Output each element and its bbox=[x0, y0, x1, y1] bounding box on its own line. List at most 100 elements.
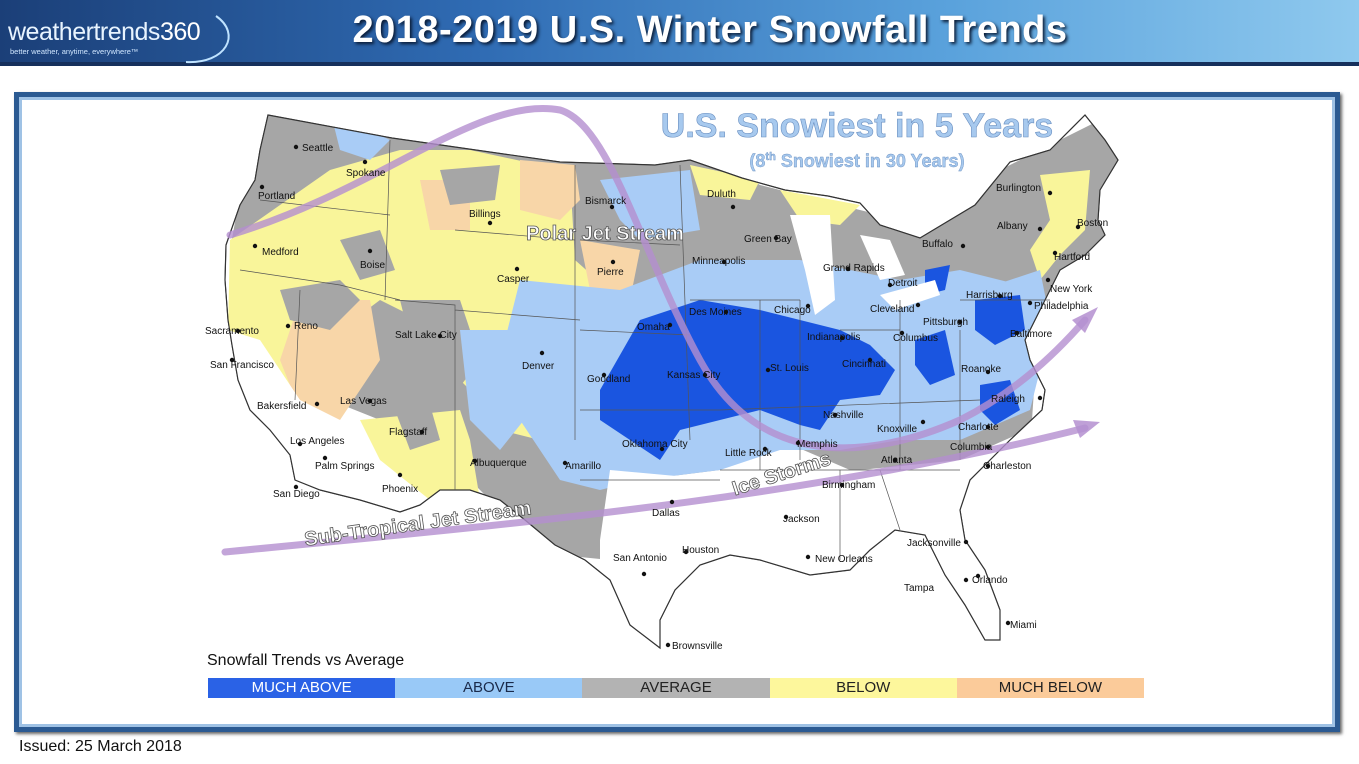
city-label: Detroit bbox=[888, 278, 918, 289]
city-label: San Francisco bbox=[210, 360, 274, 371]
city-label: Seattle bbox=[302, 143, 334, 154]
lake-michigan bbox=[790, 215, 835, 315]
legend-much-above: MUCH ABOVE bbox=[208, 678, 396, 698]
city-label: Columbia bbox=[950, 442, 993, 453]
city-dot bbox=[293, 144, 299, 150]
zone-much-below-dakotas bbox=[580, 240, 640, 300]
city-label: Roanoke bbox=[961, 364, 1001, 375]
city-dot bbox=[985, 444, 991, 450]
zone-above-colorado bbox=[460, 330, 540, 450]
city-label: Charleston bbox=[983, 461, 1031, 472]
city-label: Reno bbox=[294, 321, 318, 332]
city-dot bbox=[730, 204, 736, 210]
zone-much-below-montana bbox=[520, 160, 580, 220]
city-label: Jackson bbox=[783, 514, 820, 525]
legend-bar: MUCH ABOVE ABOVE AVERAGE BELOW MUCH BELO… bbox=[208, 678, 1145, 698]
city-label: Memphis bbox=[797, 439, 838, 450]
city-dot bbox=[721, 259, 727, 265]
city-label: Harrisburg bbox=[966, 290, 1013, 301]
zone-average-montana bbox=[440, 165, 500, 205]
city-dot bbox=[920, 419, 926, 425]
city-dot bbox=[659, 446, 665, 452]
city-label: Los Angeles bbox=[290, 436, 345, 447]
city-dot bbox=[762, 446, 768, 452]
city-label: St. Louis bbox=[770, 363, 809, 374]
zone-average-utah bbox=[400, 300, 480, 400]
city-label: Dallas bbox=[652, 508, 680, 519]
city-dot bbox=[867, 357, 873, 363]
logo-swoosh-icon bbox=[185, 15, 230, 64]
city-dot bbox=[892, 457, 898, 463]
city-dot bbox=[665, 642, 671, 648]
city-label: Albany bbox=[997, 221, 1028, 232]
page-title: 2018-2019 U.S. Winter Snowfall Trends bbox=[352, 9, 1068, 51]
city-dot bbox=[367, 398, 373, 404]
city-dot bbox=[1037, 226, 1043, 232]
city-label: Nashville bbox=[823, 410, 864, 421]
us-border-outline bbox=[224, 114, 1119, 650]
city-label: Spokane bbox=[346, 168, 386, 179]
zone-much-above-ohio bbox=[915, 330, 955, 385]
map-subheadline: (8th Snowiest in 30 Years) bbox=[749, 151, 964, 171]
city-dot bbox=[845, 266, 851, 272]
city-label: Baltimore bbox=[1010, 329, 1053, 340]
city-label: Chicago bbox=[774, 305, 811, 316]
city-dot bbox=[419, 429, 425, 435]
city-dot bbox=[437, 333, 443, 339]
city-dot bbox=[963, 577, 969, 583]
subheadline-sup: th bbox=[765, 151, 776, 163]
city-dot bbox=[609, 204, 615, 210]
city-dot bbox=[601, 372, 607, 378]
city-label: Jacksonville bbox=[907, 538, 961, 549]
city-label: Indianapolis bbox=[807, 332, 860, 343]
city-dot bbox=[839, 482, 845, 488]
city-label: New York bbox=[1050, 284, 1093, 295]
lake-erie bbox=[880, 280, 940, 310]
legend-above: ABOVE bbox=[395, 678, 583, 698]
city-dot bbox=[285, 323, 291, 329]
polar-jet-arrowhead-icon bbox=[1072, 307, 1098, 333]
zone-average-idaho bbox=[340, 230, 395, 280]
city-dot bbox=[397, 472, 403, 478]
logo-text: weathertrends bbox=[8, 18, 160, 46]
city-dot bbox=[887, 282, 893, 288]
city-label: Grand Rapids bbox=[823, 263, 885, 274]
city-label: Charlotte bbox=[958, 422, 999, 433]
city-label: Casper bbox=[497, 274, 530, 285]
legend-below: BELOW bbox=[769, 678, 957, 698]
zone-average-flagstaff bbox=[395, 405, 440, 450]
city-label: Bakersfield bbox=[257, 401, 306, 412]
zone-above-north-dakota bbox=[600, 170, 700, 240]
city-label: Birmingham bbox=[822, 480, 875, 491]
city-dot bbox=[252, 243, 258, 249]
city-dot bbox=[805, 554, 811, 560]
city-label: Hartford bbox=[1054, 252, 1090, 263]
zone-much-above-midwest bbox=[600, 300, 895, 460]
city-label: Burlington bbox=[996, 183, 1041, 194]
city-label: Des Moines bbox=[689, 307, 742, 318]
city-dot bbox=[839, 335, 845, 341]
city-dot bbox=[1045, 277, 1051, 283]
issued-date: Issued: 25 March 2018 bbox=[19, 738, 182, 755]
city-dot bbox=[669, 499, 675, 505]
city-label: Raleigh bbox=[991, 394, 1025, 405]
city-dot bbox=[985, 463, 991, 469]
city-dot bbox=[1005, 620, 1011, 626]
city-dot bbox=[960, 243, 966, 249]
city-label: Sacramento bbox=[205, 326, 259, 337]
legend-average: AVERAGE bbox=[582, 678, 770, 698]
city-label: Flagstaff bbox=[389, 427, 427, 438]
header-banner: weathertrends360 better weather, anytime… bbox=[0, 0, 1359, 66]
city-dot bbox=[539, 350, 545, 356]
city-dot bbox=[683, 549, 689, 555]
legend-title: Snowfall Trends vs Average bbox=[207, 652, 405, 669]
city-label: Duluth bbox=[707, 189, 736, 200]
city-dot bbox=[963, 539, 969, 545]
city-label: Little Rock bbox=[725, 448, 773, 459]
city-label: Billings bbox=[469, 209, 501, 220]
city-dot bbox=[765, 367, 771, 373]
city-dot bbox=[795, 440, 801, 446]
city-label: Boston bbox=[1077, 218, 1108, 229]
city-dot bbox=[957, 319, 963, 325]
